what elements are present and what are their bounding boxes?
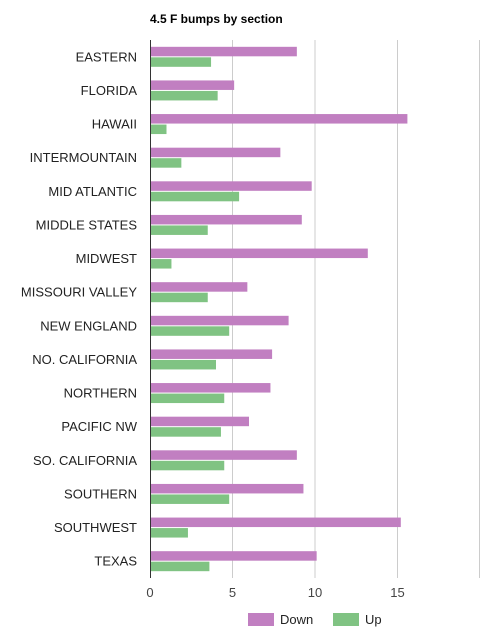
bar-up-13 (150, 494, 230, 504)
bar-up-2 (150, 124, 167, 135)
bar-down-10 (150, 383, 271, 393)
bar-down-0 (150, 46, 297, 57)
category-label-9: NO. CALIFORNIA (32, 352, 137, 367)
bar-up-12 (150, 460, 225, 471)
category-label-3: INTERMOUNTAIN (30, 150, 137, 165)
bar-up-15 (150, 561, 210, 572)
bar-down-8 (150, 315, 289, 326)
bar-down-13 (150, 483, 304, 494)
category-label-2: HAWAII (92, 117, 137, 132)
bar-up-5 (150, 225, 208, 235)
category-label-4: MID ATLANTIC (48, 184, 137, 199)
bar-up-14 (150, 528, 188, 538)
category-label-0: EASTERN (76, 49, 137, 64)
bar-down-9 (150, 349, 273, 359)
bar-down-1 (150, 80, 235, 90)
legend-swatch-down (248, 613, 274, 626)
bar-down-5 (150, 214, 302, 225)
chart-title: 4.5 F bumps by section (150, 12, 283, 26)
bar-down-6 (150, 248, 368, 259)
legend-swatch-up (333, 613, 359, 626)
bar-down-12 (150, 450, 297, 460)
x-tick-label-2: 10 (308, 585, 322, 600)
bar-up-11 (150, 427, 221, 437)
category-label-14: SOUTHWEST (54, 520, 137, 535)
category-label-7: MISSOURI VALLEY (21, 285, 137, 300)
category-label-12: SO. CALIFORNIA (33, 453, 137, 468)
bar-down-15 (150, 551, 317, 561)
bar-up-0 (150, 57, 212, 67)
bar-up-10 (150, 393, 225, 404)
bar-up-4 (150, 191, 240, 202)
category-label-6: MIDWEST (76, 251, 137, 266)
category-label-10: NORTHERN (64, 386, 137, 401)
legend-label-down: Down (280, 612, 313, 627)
category-label-11: PACIFIC NW (61, 419, 137, 434)
bar-down-2 (150, 114, 408, 124)
legend-label-up: Up (365, 612, 382, 627)
x-tick-label-0: 0 (146, 585, 153, 600)
category-label-5: MIDDLE STATES (36, 217, 138, 232)
bar-up-3 (150, 158, 182, 168)
bar-up-7 (150, 292, 208, 303)
category-label-8: NEW ENGLAND (40, 318, 137, 333)
category-label-15: TEXAS (94, 554, 137, 569)
x-tick-label-3: 15 (390, 585, 404, 600)
category-label-13: SOUTHERN (64, 486, 137, 501)
category-label-1: FLORIDA (81, 83, 138, 98)
bar-up-6 (150, 259, 172, 269)
bar-down-7 (150, 282, 248, 292)
bar-down-4 (150, 181, 312, 191)
bar-down-11 (150, 416, 249, 427)
bar-up-1 (150, 90, 218, 101)
bar-up-8 (150, 326, 230, 336)
bar-down-3 (150, 147, 281, 158)
bar-down-14 (150, 517, 401, 528)
bar-up-9 (150, 359, 216, 370)
x-tick-label-1: 5 (229, 585, 236, 600)
